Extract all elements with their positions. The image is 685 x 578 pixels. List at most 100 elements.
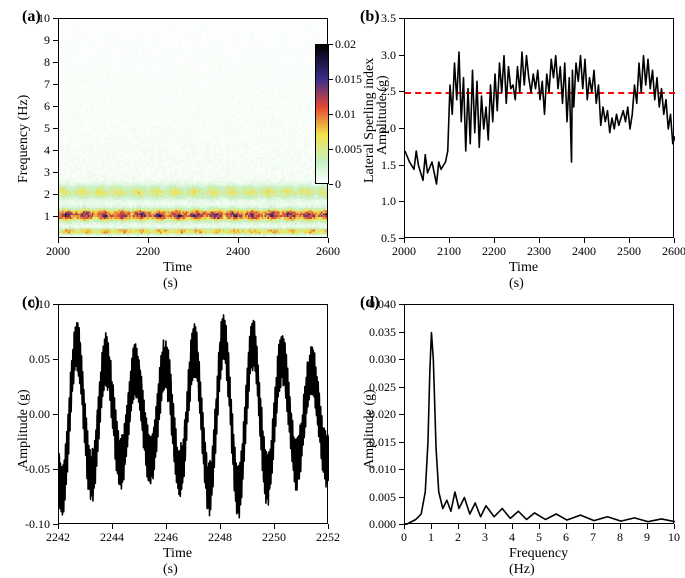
axis-tick bbox=[53, 84, 58, 85]
axis-tick-label: 0 bbox=[401, 530, 407, 545]
panel-b-xlabel: Time (s) bbox=[509, 260, 538, 292]
axis-tick bbox=[494, 238, 495, 243]
axis-tick bbox=[399, 201, 404, 202]
panel-b-line-series bbox=[405, 19, 675, 239]
axis-tick-label: 7 bbox=[44, 77, 50, 92]
axis-tick-label: 0.000 bbox=[369, 517, 396, 532]
axis-tick bbox=[399, 524, 404, 525]
axis-tick bbox=[53, 304, 58, 305]
axis-tick-label: 4 bbox=[509, 530, 515, 545]
axis-tick-label: 5 bbox=[536, 530, 542, 545]
axis-tick-label: 2252 bbox=[316, 530, 340, 545]
axis-tick bbox=[53, 469, 58, 470]
axis-tick bbox=[431, 524, 432, 529]
axis-tick-label: 0.5 bbox=[381, 231, 396, 246]
axis-tick-label: 0.025 bbox=[369, 380, 396, 395]
panel-c-line-series bbox=[59, 305, 329, 525]
axis-tick-label: -0.10 bbox=[25, 517, 50, 532]
axis-tick-label: 1 bbox=[428, 530, 434, 545]
panel-d-line-series bbox=[405, 305, 675, 525]
axis-tick-label: 9 bbox=[44, 33, 50, 48]
axis-tick bbox=[584, 238, 585, 243]
axis-tick bbox=[329, 184, 333, 185]
axis-tick bbox=[53, 524, 58, 525]
axis-tick-label: 8 bbox=[617, 530, 623, 545]
axis-tick-label: 2.0 bbox=[381, 121, 396, 136]
axis-tick-label: 2200 bbox=[482, 244, 506, 259]
axis-tick bbox=[629, 238, 630, 243]
axis-tick-label: 2 bbox=[455, 530, 461, 545]
axis-tick-label: 2100 bbox=[437, 244, 461, 259]
axis-tick-label: 2600 bbox=[316, 244, 340, 259]
axis-tick-label: 10 bbox=[38, 11, 50, 26]
figure: (a) 00.0050.010.0150.02 Time (s) Frequen… bbox=[0, 0, 685, 566]
axis-tick bbox=[53, 40, 58, 41]
axis-tick bbox=[53, 62, 58, 63]
axis-tick bbox=[329, 44, 333, 45]
panel-a-colorbar-gradient bbox=[316, 45, 328, 183]
axis-tick bbox=[399, 497, 404, 498]
axis-tick-label: 6 bbox=[563, 530, 569, 545]
axis-tick bbox=[238, 238, 239, 243]
panel-c-ylabel: Amplitude (g) bbox=[16, 389, 32, 469]
axis-tick-label: 2250 bbox=[262, 530, 286, 545]
axis-tick-label: 0.030 bbox=[369, 352, 396, 367]
axis-tick bbox=[399, 359, 404, 360]
axis-tick bbox=[53, 414, 58, 415]
axis-tick-label: 4 bbox=[44, 143, 50, 158]
axis-tick-label: 2 bbox=[44, 187, 50, 202]
axis-tick bbox=[485, 524, 486, 529]
axis-tick bbox=[53, 18, 58, 19]
axis-tick-label: 2000 bbox=[46, 244, 70, 259]
axis-tick-label: 2400 bbox=[226, 244, 250, 259]
axis-tick bbox=[53, 194, 58, 195]
panel-a-xlabel: Time (s) bbox=[163, 260, 192, 292]
axis-tick-label: 0.01 bbox=[335, 107, 356, 122]
axis-tick bbox=[674, 524, 675, 529]
axis-tick bbox=[399, 91, 404, 92]
axis-tick bbox=[404, 524, 405, 529]
axis-tick bbox=[53, 172, 58, 173]
panel-a-plot-area: 00.0050.010.0150.02 bbox=[58, 18, 328, 238]
axis-tick-label: 6 bbox=[44, 99, 50, 114]
axis-tick-label: 2400 bbox=[572, 244, 596, 259]
axis-tick bbox=[53, 128, 58, 129]
axis-tick bbox=[328, 238, 329, 243]
axis-tick-label: 0.035 bbox=[369, 325, 396, 340]
axis-tick bbox=[399, 332, 404, 333]
axis-tick bbox=[112, 524, 113, 529]
axis-tick bbox=[399, 304, 404, 305]
axis-tick bbox=[53, 150, 58, 151]
axis-tick-label: -0.05 bbox=[25, 462, 50, 477]
axis-tick bbox=[399, 414, 404, 415]
axis-tick-label: 1 bbox=[44, 209, 50, 224]
axis-tick-label: 2200 bbox=[136, 244, 160, 259]
axis-tick bbox=[274, 524, 275, 529]
axis-tick bbox=[512, 524, 513, 529]
axis-tick bbox=[458, 524, 459, 529]
panel-a-ylabel: Frequency (Hz) bbox=[16, 95, 32, 183]
axis-tick bbox=[148, 238, 149, 243]
axis-tick-label: 0.005 bbox=[369, 490, 396, 505]
axis-tick bbox=[647, 524, 648, 529]
panel-b-ylabel: Lateral Sperling index bbox=[362, 58, 378, 183]
axis-tick bbox=[620, 524, 621, 529]
panel-d-plot-area bbox=[404, 304, 674, 524]
axis-tick-label: 2300 bbox=[527, 244, 551, 259]
axis-tick bbox=[399, 442, 404, 443]
axis-tick-label: 2242 bbox=[46, 530, 70, 545]
axis-tick bbox=[674, 238, 675, 243]
axis-tick bbox=[53, 106, 58, 107]
panel-d-xlabel: Frequency (Hz) bbox=[509, 546, 568, 578]
axis-tick-label: 0.015 bbox=[335, 72, 362, 87]
axis-tick-label: 2500 bbox=[617, 244, 641, 259]
panel-c-plot-area bbox=[58, 304, 328, 524]
axis-tick-label: 0.020 bbox=[369, 407, 396, 422]
panel-a-colorbar bbox=[315, 44, 329, 184]
axis-tick-label: 0.005 bbox=[335, 142, 362, 157]
axis-tick-label: 0.00 bbox=[29, 407, 50, 422]
panel-a-spectrogram bbox=[59, 19, 327, 237]
axis-tick bbox=[404, 238, 405, 243]
axis-tick bbox=[58, 524, 59, 529]
axis-tick-label: 0.040 bbox=[369, 297, 396, 312]
